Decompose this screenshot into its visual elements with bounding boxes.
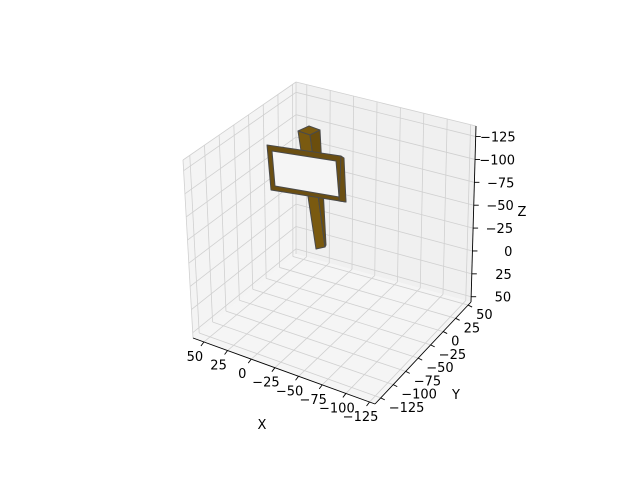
y-axis-label: Y bbox=[451, 388, 460, 403]
z-tick-label: −75 bbox=[487, 176, 514, 191]
y-tick-label: −50 bbox=[426, 361, 453, 376]
x-tick-mark bbox=[367, 402, 370, 406]
x-tick-mark bbox=[319, 385, 322, 389]
y-tick-mark bbox=[431, 345, 435, 347]
y-tick-label: 0 bbox=[451, 335, 459, 350]
z-tick-label: −50 bbox=[486, 199, 513, 214]
y-tick-label: −125 bbox=[389, 401, 425, 416]
z-axis-label: Z bbox=[518, 205, 527, 220]
y-tick-mark bbox=[443, 332, 447, 334]
y-tick-label: −75 bbox=[414, 374, 441, 389]
y-tick-label: −100 bbox=[401, 388, 437, 403]
x-tick-mark bbox=[248, 359, 251, 363]
x-tick-label: 0 bbox=[238, 367, 246, 382]
x-axis-label: X bbox=[258, 418, 267, 433]
y-tick-label: −25 bbox=[439, 348, 466, 363]
z-tick-label: −100 bbox=[479, 153, 515, 168]
y-tick-mark bbox=[406, 371, 410, 373]
y-tick-mark bbox=[456, 318, 460, 320]
z-tick-label: 25 bbox=[495, 268, 512, 283]
x-tick-label: 50 bbox=[187, 350, 204, 365]
y-tick-mark bbox=[418, 358, 422, 360]
x-tick-mark bbox=[296, 376, 299, 380]
z-tick-label: −25 bbox=[486, 222, 513, 237]
y-tick-mark bbox=[468, 305, 472, 307]
y-tick-mark bbox=[393, 385, 397, 387]
x-tick-mark bbox=[343, 393, 346, 397]
x-tick-mark bbox=[201, 342, 204, 346]
z-tick-label: 50 bbox=[495, 291, 512, 306]
x-tick-label: 25 bbox=[210, 359, 227, 374]
z-tick-label: −125 bbox=[480, 131, 516, 146]
x-tick-mark bbox=[272, 368, 275, 372]
y-tick-label: 25 bbox=[464, 321, 481, 336]
y-tick-label: 50 bbox=[476, 308, 493, 323]
z-tick-label: 0 bbox=[504, 245, 512, 260]
x-tick-mark bbox=[225, 351, 228, 355]
y-tick-mark bbox=[381, 398, 385, 400]
x-tick-label: −125 bbox=[343, 410, 379, 425]
